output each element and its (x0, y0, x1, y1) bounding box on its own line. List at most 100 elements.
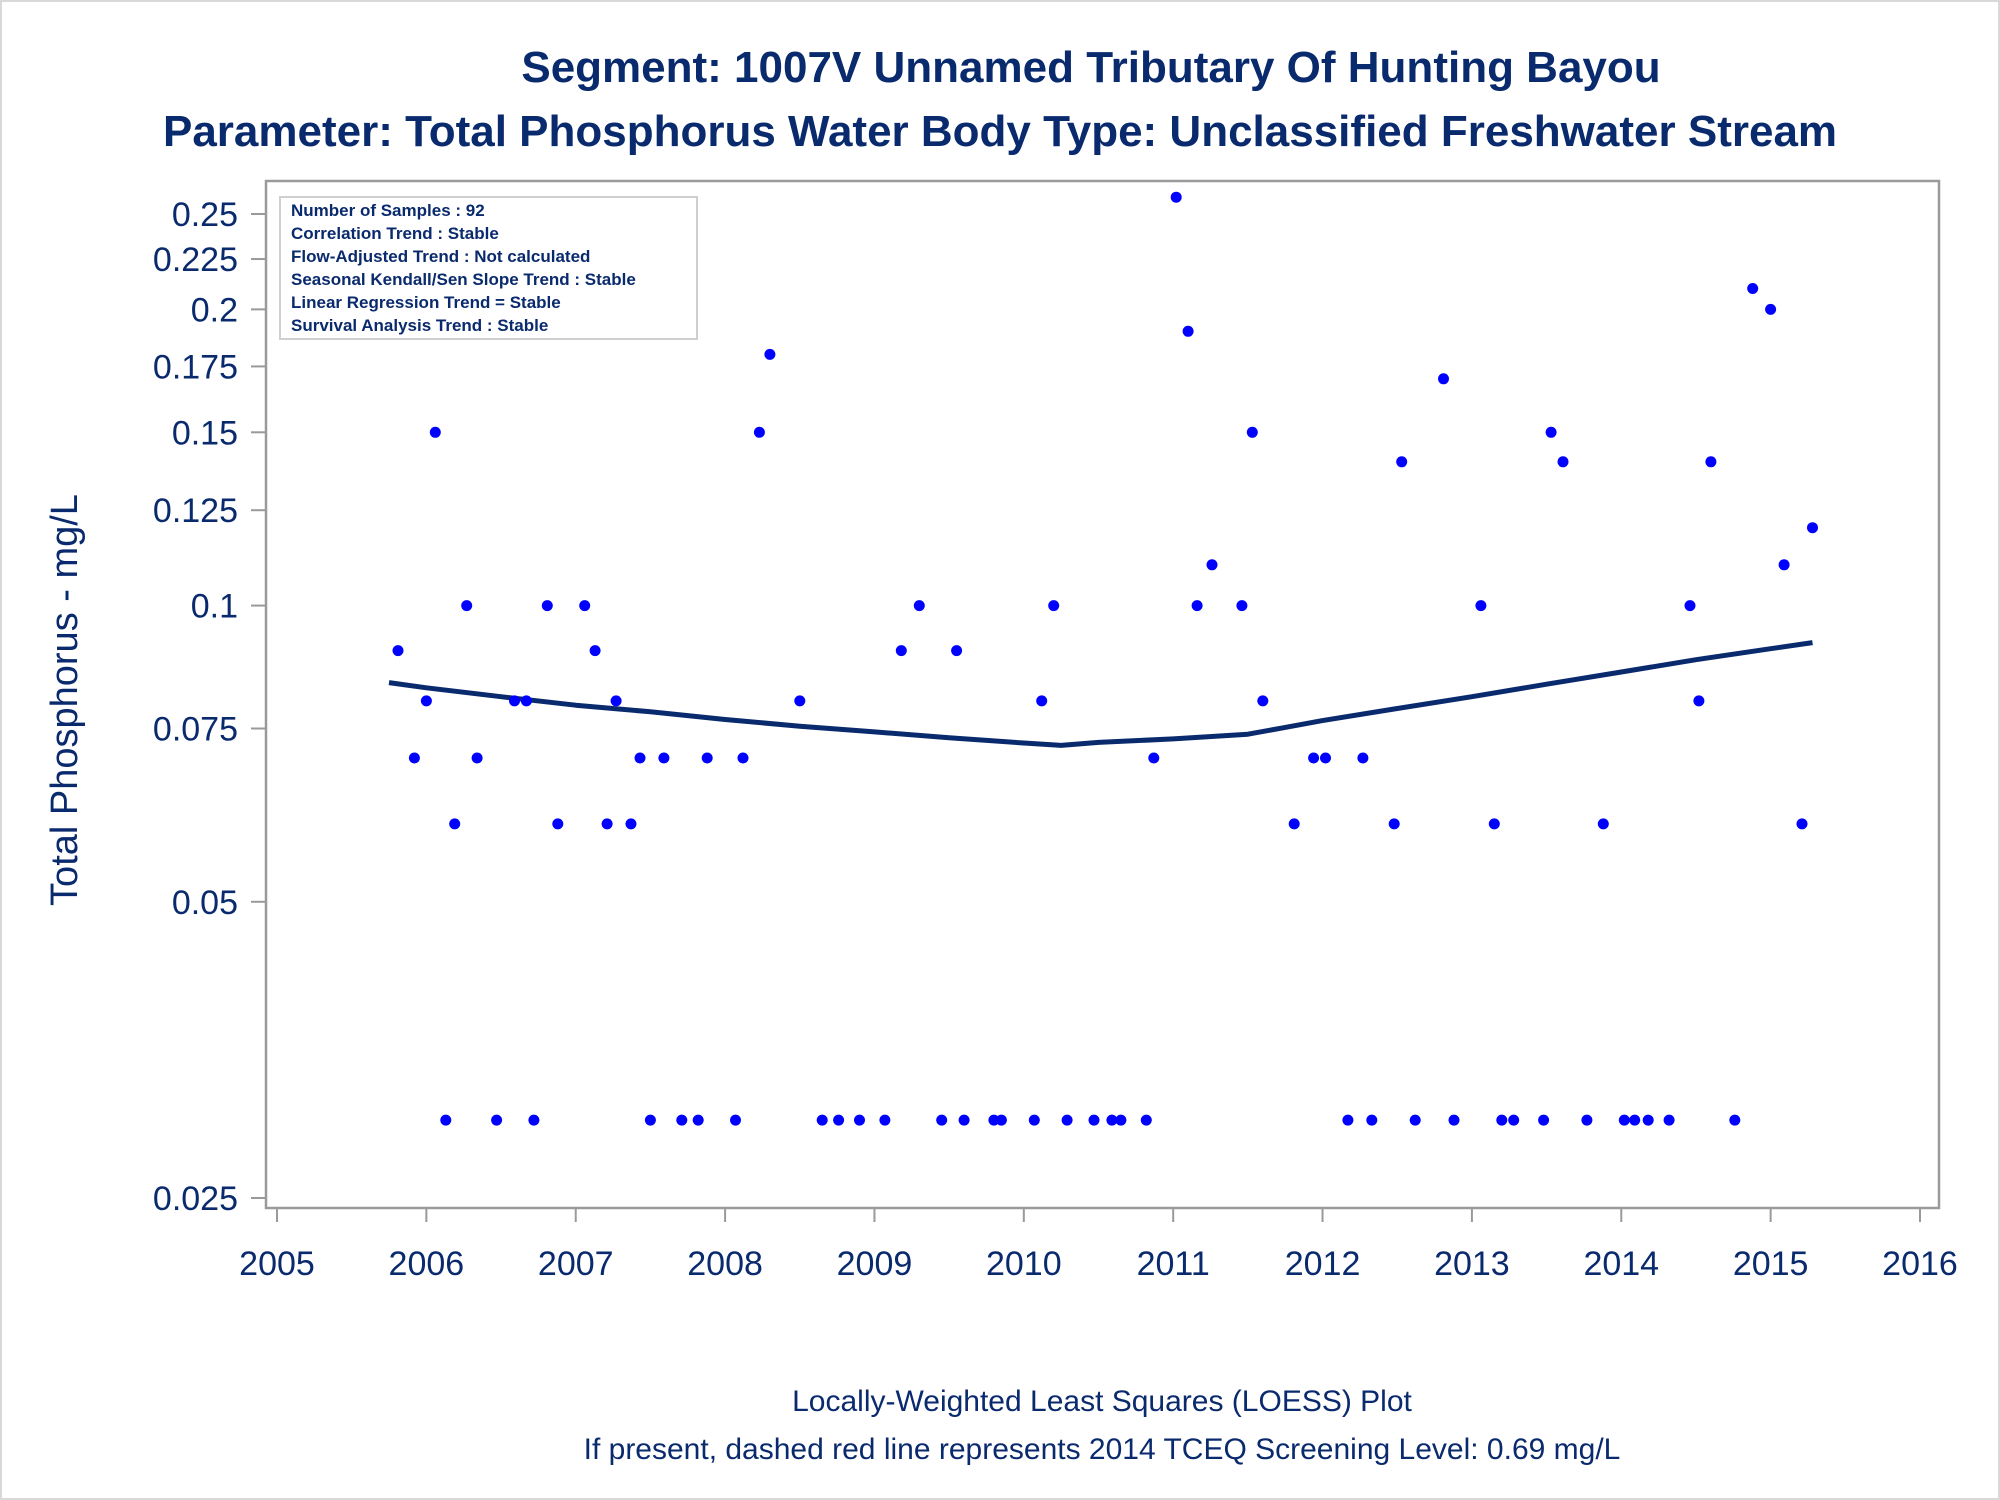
data-point (1663, 1114, 1675, 1126)
data-point (601, 818, 613, 830)
data-point (1288, 818, 1300, 830)
data-point (1629, 1114, 1641, 1126)
loess-trend-line (388, 640, 1813, 748)
data-point (1747, 283, 1759, 294)
data-point (589, 645, 601, 657)
x-tick-label: 2008 (687, 1245, 763, 1283)
data-point (1618, 1114, 1630, 1126)
data-point (1581, 1114, 1593, 1126)
stat-correlation: Correlation Trend : Stable (291, 224, 499, 243)
data-point (1357, 752, 1369, 764)
stat-linear-regression: Linear Regression Trend = Stable (291, 293, 561, 312)
data-point (1088, 1114, 1100, 1126)
data-point (1597, 818, 1609, 830)
data-point (895, 645, 907, 657)
data-point (429, 426, 441, 438)
data-point (1246, 426, 1258, 438)
data-point (1409, 1114, 1421, 1126)
data-point (1475, 600, 1487, 612)
data-point (634, 752, 646, 764)
data-point (1684, 600, 1696, 612)
data-point (1342, 1114, 1354, 1126)
x-tick-label: 2009 (837, 1245, 913, 1283)
y-tick-label: 0.05 (172, 884, 238, 922)
footnote-screening-level: If present, dashed red line represents 2… (584, 1433, 1621, 1466)
data-point (676, 1114, 688, 1126)
data-point (491, 1114, 503, 1126)
data-point (1508, 1114, 1520, 1126)
data-point (764, 348, 776, 360)
data-point (833, 1114, 845, 1126)
data-point (644, 1114, 656, 1126)
sample-points (383, 191, 1818, 1126)
data-point (1496, 1114, 1508, 1126)
data-point (1488, 818, 1500, 830)
data-point (1036, 695, 1048, 707)
data-point (1236, 600, 1248, 612)
x-tick-label: 2011 (1137, 1245, 1210, 1283)
stat-seasonal-kendall: Seasonal Kendall/Sen Slope Trend : Stabl… (291, 270, 636, 289)
data-point (1308, 752, 1320, 764)
data-point (1140, 1114, 1152, 1126)
data-point (995, 1114, 1007, 1126)
data-point (1106, 1114, 1118, 1126)
data-point (461, 600, 473, 612)
data-point (520, 695, 532, 707)
data-point (1366, 1114, 1378, 1126)
data-point (1388, 818, 1400, 830)
data-point (625, 818, 637, 830)
data-point (1191, 600, 1203, 612)
data-point (936, 1114, 948, 1126)
data-point (552, 818, 564, 830)
data-point (879, 1114, 891, 1126)
x-axis: 2005 2006 2007 2008 2009 2010 2011 2012 2013 2014… (239, 1208, 1958, 1283)
data-point (1807, 522, 1818, 534)
data-point (1115, 1114, 1127, 1126)
x-tick-label: 2005 (239, 1245, 315, 1283)
data-point (1729, 1114, 1741, 1126)
data-point (1705, 456, 1717, 468)
y-tick-label: 0.125 (153, 492, 238, 530)
data-point (449, 818, 461, 830)
data-point (1448, 1114, 1460, 1126)
y-tick-label: 0.2 (191, 291, 238, 329)
stats-box: Number of Samples : 92 Correlation Trend… (279, 196, 698, 340)
data-point (958, 1114, 970, 1126)
x-tick-label: 2010 (986, 1245, 1062, 1283)
data-point (1182, 325, 1194, 337)
stats-box-border (279, 196, 698, 340)
y-tick-label: 0.225 (153, 241, 238, 279)
data-point (854, 1114, 865, 1126)
x-tick-label: 2007 (538, 1245, 614, 1283)
data-point (1061, 1114, 1073, 1126)
plot-area-border (264, 179, 1941, 1210)
x-tick-label: 2014 (1583, 1245, 1659, 1283)
stat-samples: Number of Samples : 92 (291, 201, 485, 220)
data-point (1778, 559, 1790, 571)
data-point (528, 1114, 540, 1126)
data-point (1642, 1114, 1654, 1126)
data-point (1538, 1114, 1550, 1126)
chart-subtitle: Parameter: Total Phosphorus Water Body T… (163, 107, 1837, 156)
data-point (1170, 191, 1182, 203)
x-tick-label: 2012 (1285, 1245, 1361, 1283)
data-point (737, 752, 749, 764)
footnote-loess: Locally-Weighted Least Squares (LOESS) P… (792, 1385, 1412, 1418)
x-tick-label: 2013 (1434, 1245, 1510, 1283)
x-tick-label: 2015 (1733, 1245, 1809, 1283)
data-point (730, 1114, 741, 1126)
data-point (1796, 818, 1808, 830)
data-point (509, 695, 520, 707)
data-point (951, 645, 963, 657)
data-point (794, 695, 806, 707)
stat-flow-adjusted: Flow-Adjusted Trend : Not calculated (291, 247, 590, 266)
data-point (816, 1114, 828, 1126)
x-tick-label: 2006 (389, 1245, 465, 1283)
data-point (541, 600, 553, 612)
y-axis-label: Total Phosphorus - mg/L (44, 494, 86, 906)
data-point (1257, 695, 1269, 707)
data-point (913, 600, 925, 612)
data-point (1765, 303, 1777, 315)
data-point (701, 752, 713, 764)
